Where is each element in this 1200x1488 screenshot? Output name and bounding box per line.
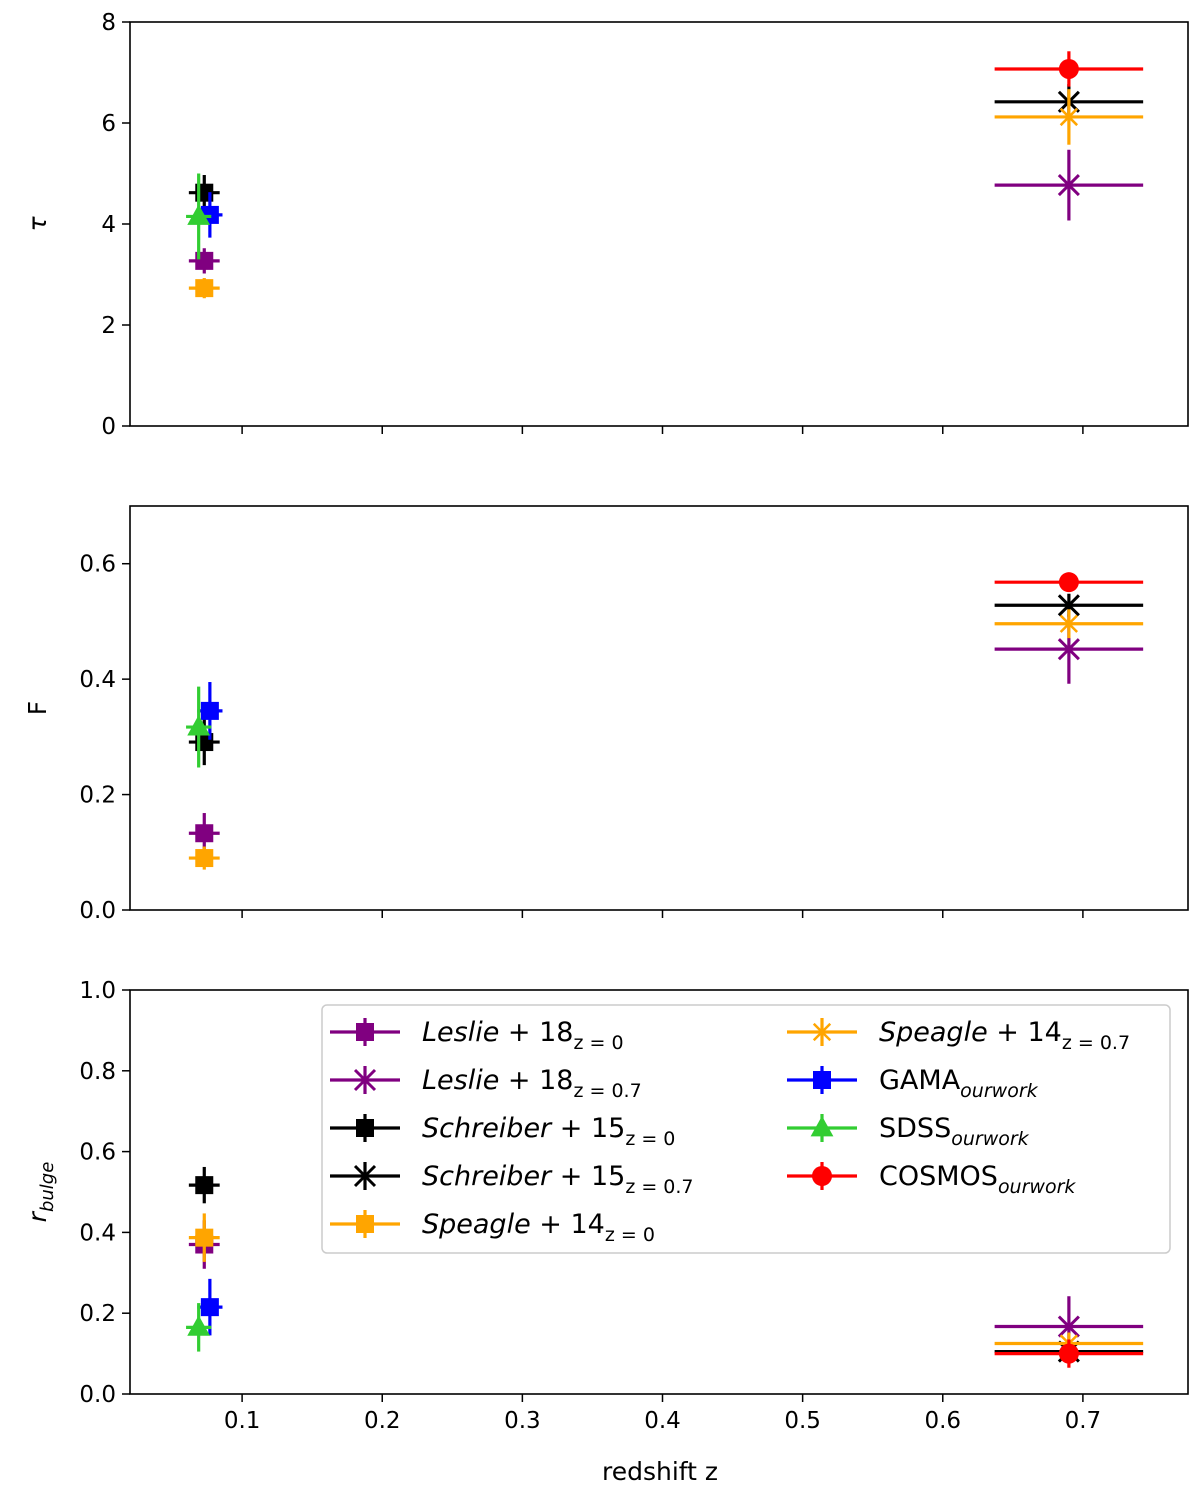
series-schreiber-15-z-0 (188, 175, 220, 211)
y-tick-label: 1.0 (79, 978, 116, 1004)
x-axis-label: redshift z (602, 1457, 718, 1486)
y-tick-label: 2 (101, 313, 116, 339)
legend-entry-gama-ourwork: GAMAourwork (787, 1065, 1039, 1102)
data-point (1058, 572, 1079, 593)
y-tick-label: 0.0 (79, 898, 116, 924)
legend-entry-speagle-z-0: Speagle + 14z = 0 (330, 1209, 655, 1246)
x-tick-label: 0.7 (1065, 1408, 1102, 1434)
legend-entry-speagle-z-0-7: Speagle + 14z = 0.7 (787, 1017, 1130, 1054)
y-tick-label: 0.4 (79, 1220, 116, 1246)
y-tick-label: 0.0 (79, 1382, 116, 1408)
data-point (1057, 612, 1080, 635)
x-tick-label: 0.4 (644, 1408, 681, 1434)
data-point (200, 701, 219, 720)
legend-label: Speagle + 14z = 0.7 (879, 1017, 1130, 1054)
legend-marker (812, 1166, 832, 1186)
data-point (1058, 58, 1079, 79)
y-tick-label: 0.4 (79, 667, 116, 693)
data-point (1057, 105, 1080, 128)
series-speagle-14-z-0 (188, 846, 220, 870)
data-point (1057, 638, 1080, 661)
data-point (187, 715, 211, 736)
y-axis-label: rbulge (23, 1162, 58, 1223)
legend-label: COSMOSourwork (879, 1161, 1076, 1198)
data-point (195, 824, 214, 843)
y-axis-label: τ (23, 216, 52, 232)
y-tick-label: 0 (101, 414, 116, 440)
series-gama-our-work (197, 682, 223, 740)
legend-label: Leslie + 18z = 0.7 (422, 1065, 642, 1102)
legend-label: Leslie + 18z = 0 (422, 1017, 624, 1054)
legend-label: GAMAourwork (879, 1065, 1039, 1102)
data-point (195, 1228, 214, 1247)
panel-f: 0.0 0.2 0.4 0.6 F (23, 505, 1189, 924)
y-axis-label: F (23, 701, 52, 715)
legend-label: Schreiber + 15z = 0.7 (422, 1161, 694, 1198)
legend-marker (811, 1021, 833, 1043)
legend-marker (356, 1215, 374, 1233)
data-point (195, 849, 214, 868)
x-tick-label: 0.3 (504, 1408, 541, 1434)
legend-marker (353, 1164, 377, 1188)
axes-frame (129, 21, 1189, 427)
series-cosmos-our-work (994, 51, 1144, 87)
y-tick-label: 6 (101, 111, 116, 137)
axes-frame (129, 505, 1189, 911)
y-tick-label: 0.6 (79, 1140, 116, 1166)
x-tick-label: 0.2 (364, 1408, 401, 1434)
data-point (195, 1176, 214, 1195)
legend-label: Schreiber + 15z = 0 (422, 1113, 675, 1150)
y-tick-label: 0.2 (79, 783, 116, 809)
legend-marker (356, 1119, 374, 1137)
series-schreiber-15-z-0 (188, 1166, 220, 1204)
series-leslie-18-z-0 (188, 248, 220, 274)
series-speagle-14-z-0-7 (994, 89, 1144, 145)
legend-frame (321, 1004, 1171, 1254)
y-tick-label: 0.2 (79, 1301, 116, 1327)
legend-label: SDSSourwork (879, 1113, 1030, 1150)
data-point (187, 1315, 211, 1336)
axes-frame (129, 989, 1189, 1395)
series-speagle-14-z-0-7 (994, 609, 1144, 639)
data-point (1058, 1343, 1079, 1364)
panel-rbulge: 0.1 0.2 0.3 0.4 0.5 0.6 0.7 0.0 0.2 0.4 0.6 0.8 1.0 r… (23, 978, 1189, 1434)
y-tick-label: 0.6 (79, 552, 116, 578)
x-tick-label: 0.5 (784, 1408, 821, 1434)
series-sdss-our-work (186, 173, 212, 260)
legend-entry-cosmos-ourwork: COSMOSourwork (787, 1161, 1076, 1198)
series-cosmos-our-work (994, 572, 1144, 593)
data-point (1057, 174, 1080, 197)
legend-entry-leslie-z-0-7: Leslie + 18z = 0.7 (330, 1065, 642, 1102)
legend-entry-sdss-ourwork: SDSSourwork (787, 1113, 1030, 1150)
legend: Leslie + 18z = 0 Leslie + 18z = 0.7 Schrei… (321, 1004, 1171, 1254)
data-point (187, 204, 211, 225)
y-tick-label: 0.8 (79, 1059, 116, 1085)
legend-marker (813, 1071, 831, 1089)
data-point (1057, 594, 1080, 617)
panel-tau: 0 2 4 6 8 τ (23, 10, 1189, 440)
series-schreiber-15-z-0-7 (994, 593, 1144, 617)
legend-entry-leslie-z-0: Leslie + 18z = 0 (330, 1017, 624, 1054)
legend-entry-schreiber-z-0-7: Schreiber + 15z = 0.7 (330, 1161, 694, 1198)
legend-marker (810, 1116, 834, 1137)
series-speagle-14-z-0 (188, 1213, 220, 1262)
legend-marker (356, 1023, 374, 1041)
series-cosmos-our-work (994, 1339, 1144, 1368)
data-point (195, 279, 214, 298)
series-sdss-our-work (186, 1303, 212, 1352)
x-tick-label: 0.1 (224, 1408, 261, 1434)
series-sdss-our-work (186, 686, 212, 768)
y-tick-label: 4 (101, 212, 116, 238)
x-tick-label: 0.6 (924, 1408, 961, 1434)
legend-marker (353, 1068, 377, 1092)
legend-entry-schreiber-z-0: Schreiber + 15z = 0 (330, 1113, 675, 1150)
y-tick-label: 8 (101, 10, 116, 36)
legend-label: Speagle + 14z = 0 (422, 1209, 655, 1246)
data-point (200, 1298, 219, 1317)
series-speagle-14-z-0 (188, 278, 220, 299)
series-leslie-18-z-0-7 (994, 149, 1144, 221)
data-point (1057, 1315, 1080, 1338)
